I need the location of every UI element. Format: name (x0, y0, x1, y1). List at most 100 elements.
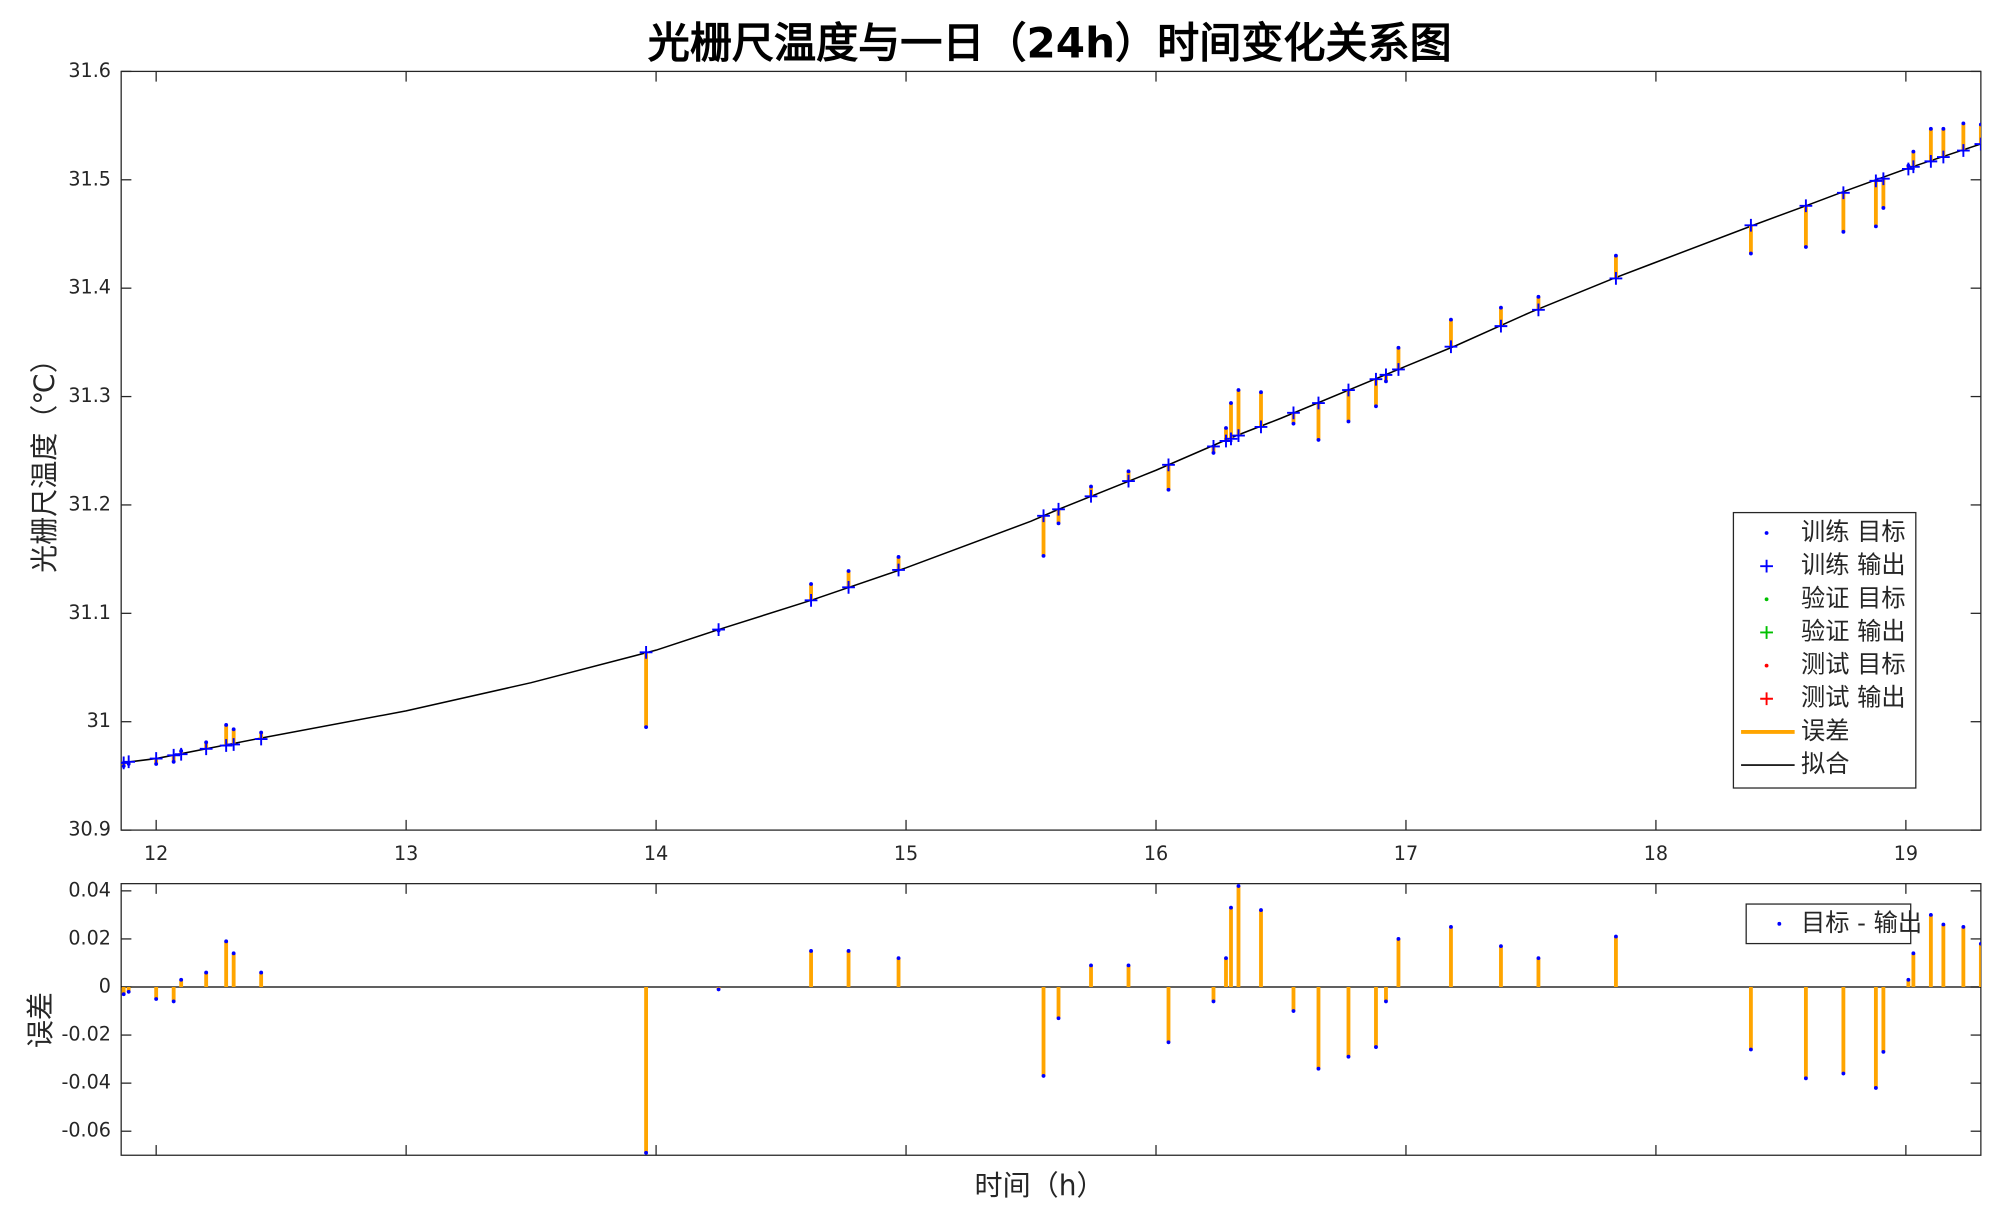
target-point (1236, 388, 1241, 392)
output-point (1207, 440, 1220, 453)
target-point (1291, 421, 1296, 426)
stem-point (809, 949, 813, 953)
target-point (896, 555, 901, 559)
stem-point (179, 977, 184, 982)
target-point (1978, 122, 1981, 127)
plot-area (120, 883, 1982, 1156)
y-tick-label: 31.2 (68, 492, 111, 515)
target-point (1056, 521, 1061, 526)
output-point (1342, 383, 1355, 397)
target-point (224, 723, 229, 727)
output-point (712, 623, 725, 636)
output-point (1936, 150, 1950, 164)
stem-point (154, 997, 159, 1001)
target-point (1041, 553, 1046, 558)
stem-point (126, 989, 131, 994)
x-tick-label: 19 (1894, 842, 1918, 865)
output-point (804, 593, 818, 607)
output-point (1084, 489, 1098, 503)
legend-symbol (1760, 626, 1773, 639)
target-point (1803, 245, 1808, 249)
stem-point (1841, 1071, 1846, 1076)
output-point (1907, 160, 1920, 174)
stem-point (1881, 1049, 1886, 1054)
stem-point (1803, 1076, 1808, 1081)
output-point (1956, 144, 1970, 157)
target-point (1316, 437, 1321, 442)
y-tick-label: -0.04 (62, 1071, 111, 1094)
target-point (1614, 253, 1618, 258)
output-point (892, 563, 905, 577)
stem-point (1911, 951, 1916, 956)
output-point (1869, 174, 1883, 188)
stem-point (644, 1150, 649, 1155)
x-tick-label: 17 (1394, 842, 1418, 865)
legend: 目标 - 输出 (1745, 903, 1922, 945)
target-point (1499, 305, 1503, 310)
y-axis-label: 误差 (24, 992, 57, 1048)
stem-point (1961, 924, 1966, 929)
x-tick-label: 15 (894, 842, 918, 865)
output-point (1287, 406, 1300, 420)
y-tick-label: -0.06 (62, 1119, 111, 1142)
stem-point (1449, 924, 1453, 929)
stem-point (171, 999, 176, 1004)
output-point (1444, 340, 1458, 354)
y-tick-label: 0.02 (68, 926, 111, 949)
output-point (1162, 458, 1175, 472)
x-tick-label: 12 (144, 842, 168, 865)
y-tick-label: 31 (87, 709, 111, 732)
stem-point (1941, 922, 1946, 927)
x-tick-label: 18 (1644, 842, 1668, 865)
legend-label: 测试 输出 (1801, 684, 1906, 712)
output-point (1974, 137, 1981, 151)
plot-group (121, 121, 1981, 770)
x-axis-label: 时间（h） (975, 1169, 1105, 1202)
stem-point (1906, 977, 1911, 982)
target-point (1166, 487, 1171, 492)
target-point (846, 569, 851, 573)
stem-point (716, 987, 721, 992)
output-point (1369, 372, 1383, 386)
target-point (809, 582, 813, 586)
target-point (1374, 404, 1378, 409)
stem-point (121, 992, 126, 997)
stem-point (1211, 999, 1216, 1004)
y-tick-label: 31.4 (68, 276, 111, 299)
stem-point (1259, 908, 1263, 912)
target-point (1259, 390, 1263, 395)
x-tick-label: 13 (394, 842, 418, 865)
output-point (122, 755, 136, 769)
target-point (1941, 126, 1946, 131)
legend-label: 训练 目标 (1801, 518, 1906, 546)
output-point (1122, 474, 1135, 488)
output-point (167, 748, 181, 762)
x-tick-label: 16 (1144, 842, 1168, 865)
stem-point (1224, 956, 1228, 961)
legend-symbol (1764, 597, 1769, 602)
target-point (1881, 206, 1886, 210)
legend-symbol (1764, 531, 1769, 535)
stem-point (1229, 905, 1233, 910)
y-tick-label: -0.02 (62, 1023, 111, 1046)
legend-symbol (1777, 921, 1782, 926)
output-point (1312, 396, 1325, 410)
output-point (174, 747, 188, 761)
stem-point (1748, 1047, 1753, 1052)
output-point (149, 752, 163, 765)
stem-point (1873, 1086, 1878, 1090)
target-point (1396, 345, 1401, 350)
stem-point (231, 951, 236, 956)
stem-point (1089, 963, 1093, 968)
target-point (1089, 484, 1093, 489)
target-point (1229, 401, 1233, 405)
output-point (639, 645, 653, 659)
stem-point (1536, 956, 1541, 961)
y-tick-label: 0 (99, 975, 111, 998)
stem-point (1041, 1074, 1046, 1078)
target-point (1224, 426, 1228, 430)
output-point (1837, 186, 1850, 200)
